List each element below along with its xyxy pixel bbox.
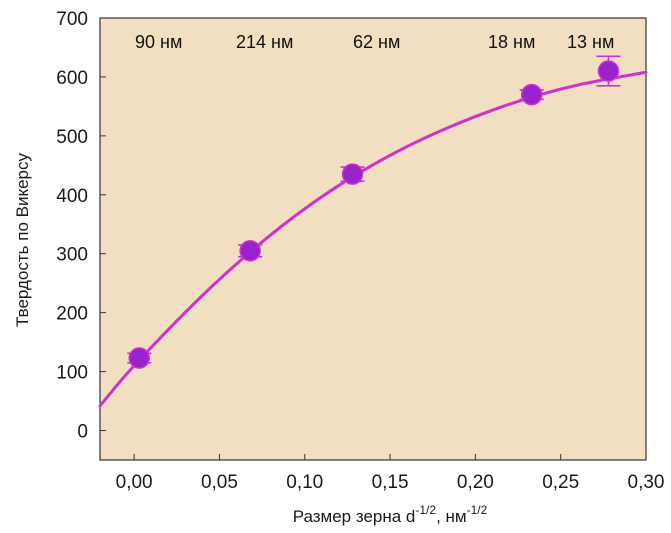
- x-tick-label: 0,10: [286, 472, 323, 493]
- point-marker: [597, 60, 620, 82]
- point-marker: [128, 347, 150, 369]
- point-marker: [341, 163, 364, 185]
- y-tick-label: 600: [56, 68, 88, 89]
- y-tick-label: 700: [56, 9, 88, 30]
- point-marker: [239, 240, 261, 262]
- plot-area: [99, 17, 647, 461]
- x-tick-label: 0,20: [457, 472, 494, 493]
- data-point: [340, 163, 365, 185]
- y-tick-label: 100: [56, 363, 88, 384]
- y-tick-label: 300: [56, 245, 88, 266]
- y-tick-label: 500: [56, 127, 88, 148]
- point-marker: [520, 83, 543, 106]
- data-point: [519, 83, 544, 106]
- annotation-13nm: 13 нм: [567, 32, 614, 52]
- data-point: [596, 55, 621, 87]
- y-tick-label: 0: [77, 422, 88, 443]
- annotation-62nm: 62 нм: [353, 32, 400, 52]
- x-tick-label: 0,00: [116, 472, 153, 493]
- data-point: [127, 347, 152, 369]
- annotation-90nm: 90 нм: [135, 32, 182, 52]
- x-tick-label: 0,25: [542, 472, 579, 493]
- x-axis-label: Размер зерна d-1/2, нм-1/2: [293, 503, 488, 526]
- x-tick-label: 0,30: [628, 472, 665, 493]
- y-tick-label: 200: [56, 304, 88, 325]
- x-axis-label-exp2: -1/2: [467, 503, 488, 517]
- y-tick-label: 400: [56, 186, 88, 207]
- series-layer: [98, 55, 648, 408]
- y-axis-label: Твердость по Викерсу: [13, 153, 32, 327]
- y-axis: 0 100 200 300 400 500 600 700: [56, 9, 106, 443]
- annotation-214nm: 214 нм: [236, 32, 293, 52]
- x-axis-label-exp1: -1/2: [415, 503, 436, 517]
- x-axis-label-unit: , нм: [436, 507, 467, 526]
- annotation-18nm: 18 нм: [488, 32, 535, 52]
- data-point: [238, 240, 263, 262]
- x-axis-label-main: Размер зерна d: [293, 507, 416, 526]
- x-axis: 0,00 0,05 0,10 0,15 0,20 0,25 0,30: [116, 454, 665, 493]
- x-tick-label: 0,05: [201, 472, 238, 493]
- x-tick-label: 0,15: [372, 472, 409, 493]
